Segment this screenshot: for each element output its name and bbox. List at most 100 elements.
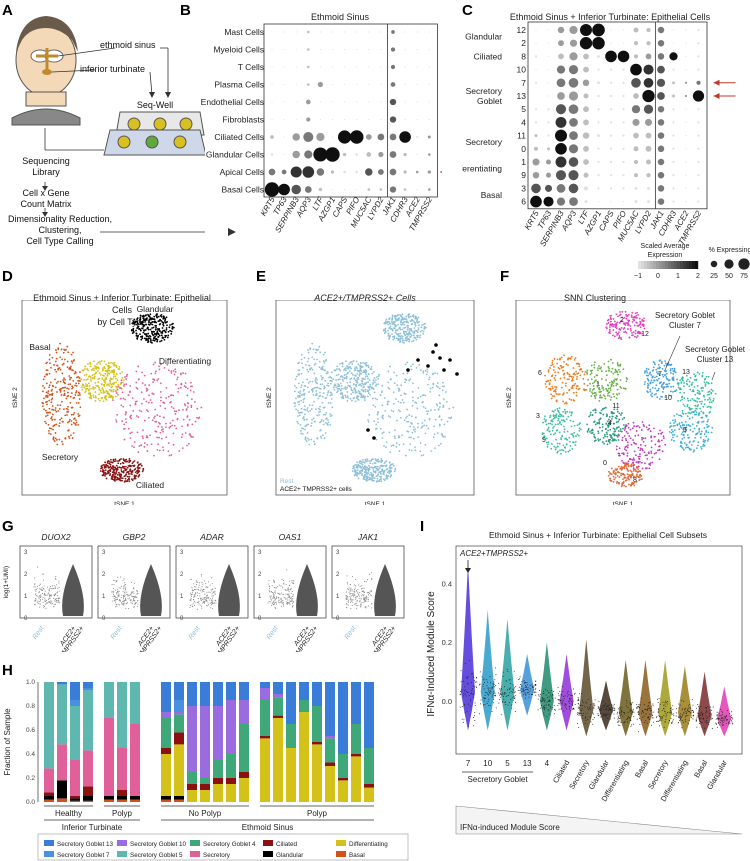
dotplot-dot (283, 136, 285, 138)
tsne-cell-cluster (665, 377, 668, 380)
tsne-cell-secretory (135, 381, 138, 384)
tsne-cell-secretory (141, 382, 144, 385)
tsne-cell-cluster (568, 357, 571, 360)
tsne-cell-cluster (670, 372, 672, 374)
tsne-cell-cluster (570, 399, 573, 401)
tsne-cell-rest (426, 368, 429, 371)
tsne-cell-basal (75, 419, 77, 422)
tsne-cell-cluster (605, 387, 608, 390)
tsne-cell-rest (315, 408, 317, 410)
tsne-cell-rest (303, 405, 306, 407)
tsne-cell-cluster (620, 327, 623, 329)
tsne-cell-rest (386, 400, 389, 403)
tsne-cell-differentiating (103, 385, 106, 388)
tsne-cell-cluster (647, 379, 650, 382)
tsne-cell-ciliated (118, 473, 121, 476)
tsne-cell-rest (316, 386, 319, 389)
tsne-cell-secretory (176, 376, 179, 379)
tsne-cell-cluster (561, 381, 564, 384)
tsne-cell-rest (313, 372, 316, 375)
g-point-rest (125, 586, 127, 588)
dotplot-dot (337, 130, 352, 144)
g-point-rest (115, 606, 117, 608)
tsne-cell-cluster (632, 463, 635, 466)
tsne-cell-cluster (577, 372, 580, 375)
g-point-rest (42, 579, 45, 581)
tsne-cell-rest (369, 368, 372, 370)
tsne-cell-cluster (612, 372, 615, 375)
tsne-cell-basal (60, 394, 63, 396)
tsne-cell-ciliated (121, 461, 124, 464)
tsne-cell-secretory (162, 446, 164, 449)
tsne-cell-cluster (582, 388, 585, 391)
tsne-cell-rest (382, 329, 385, 332)
tsne-cell-rest (364, 468, 367, 471)
dotplot-dot (545, 159, 552, 165)
tsne-cell-ciliated (141, 470, 144, 473)
tsne-cell-secretory (171, 419, 174, 422)
legend-pct-dot (724, 259, 734, 269)
dotplot-dot (428, 118, 430, 121)
tsne-cell-cluster (606, 433, 609, 436)
legend-gradient-cell (674, 261, 678, 269)
tsne-cell-secretory (157, 443, 160, 446)
tsne-cell-cluster (629, 428, 632, 431)
tsne-cell-cluster (648, 467, 651, 470)
tsne-cell-secretory (140, 402, 143, 405)
dotplot-dot (283, 31, 285, 33)
tsne-cell-cluster (704, 439, 707, 442)
tsne-cell-basal (61, 443, 64, 446)
tsne-cell-cluster (645, 426, 648, 429)
tsne-cell-rest (366, 473, 369, 476)
tsne-cell-basal (62, 379, 65, 381)
g-point-rest (118, 590, 120, 592)
tsne-cell-cluster (560, 366, 563, 369)
tsne-cell-rest (442, 404, 445, 407)
tsne-cell-glandular (143, 315, 145, 318)
tsne-cell-secretory (172, 432, 175, 435)
tsne-cell-basal (71, 437, 74, 439)
tsne-cell-cluster (608, 391, 610, 394)
tsne-cell-rest (376, 477, 379, 480)
tsne-cell-basal (59, 380, 62, 383)
dotplot-dot (356, 188, 358, 191)
tsne-cell-glandular (161, 336, 164, 339)
g-point-rest (45, 607, 47, 609)
g-point-rest (214, 591, 216, 593)
tsne-cell-cluster (602, 408, 604, 410)
dotplot-dot (685, 135, 687, 137)
tsne-cell-rest (442, 398, 445, 401)
tsne-cell-rest (303, 394, 306, 396)
tsne-cell-cluster (609, 323, 612, 326)
tsne-cell-rest (339, 389, 342, 392)
tsne-cell-basal (48, 384, 51, 387)
tsne-cell-cluster (599, 426, 601, 429)
tsne-cell-rest (412, 399, 414, 402)
dotplot-dot (568, 77, 579, 88)
tsne-cell-cluster (635, 473, 638, 476)
dotplot-dot (622, 174, 625, 177)
tsne-cell-cluster (568, 378, 570, 381)
tsne-cell-secretory (123, 427, 126, 430)
tsne-cell-rest (319, 429, 321, 432)
dotplot-cluster-label: 9 (521, 170, 526, 180)
dotplot-dot (295, 31, 297, 33)
dotplot-dot (633, 27, 639, 33)
panel-label-c: C (462, 2, 473, 19)
g-point-rest (38, 584, 40, 586)
tsne-cell-ciliated (109, 465, 112, 468)
tsne-cell-rest (322, 420, 325, 422)
tsne-cell-basal (64, 386, 67, 389)
tsne-cell-rest (301, 433, 304, 435)
tsne-cell-cluster (606, 420, 609, 423)
tsne-cell-rest (404, 337, 407, 340)
tsne-cell-ciliated (114, 479, 116, 481)
tsne-cell-cluster (605, 370, 608, 373)
dotplot-cluster-label: 1 (521, 157, 526, 167)
tsne-cell-secretory (184, 382, 187, 384)
tsne-cell-cluster (695, 433, 697, 436)
tsne-cell-rest (367, 381, 369, 384)
tsne-cell-cluster (652, 360, 655, 363)
tsne-cell-cluster (592, 409, 595, 412)
tsne-cell-rest (351, 470, 354, 472)
